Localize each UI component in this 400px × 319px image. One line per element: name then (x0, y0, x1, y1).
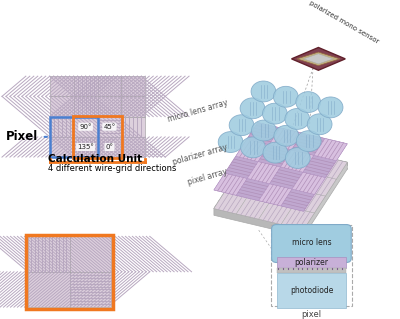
Polygon shape (225, 175, 258, 197)
Ellipse shape (307, 114, 332, 135)
Polygon shape (258, 163, 292, 185)
Polygon shape (214, 192, 247, 214)
Ellipse shape (274, 125, 299, 146)
Ellipse shape (218, 132, 243, 152)
Polygon shape (292, 133, 325, 155)
Bar (70, 272, 112, 307)
Bar (50, 117, 98, 157)
Polygon shape (247, 161, 280, 184)
Ellipse shape (296, 92, 320, 113)
Text: 135°: 135° (77, 144, 94, 150)
Bar (50, 117, 74, 137)
Text: photodiode: photodiode (290, 286, 333, 295)
Polygon shape (280, 168, 314, 191)
Polygon shape (292, 191, 325, 213)
Bar (121, 137, 145, 157)
Polygon shape (269, 146, 302, 168)
Ellipse shape (262, 103, 287, 124)
Polygon shape (247, 180, 280, 202)
Ellipse shape (263, 142, 288, 163)
Bar (121, 76, 145, 96)
Polygon shape (214, 122, 347, 211)
Text: pixel: pixel (301, 310, 322, 319)
Bar (28, 272, 70, 307)
Text: micro lens array: micro lens array (166, 98, 229, 124)
Text: polarizer: polarizer (294, 258, 328, 267)
Polygon shape (304, 54, 333, 64)
Polygon shape (236, 197, 270, 219)
Polygon shape (292, 152, 325, 174)
Polygon shape (247, 122, 280, 145)
Bar (98, 96, 121, 117)
Polygon shape (214, 141, 347, 230)
Text: 4 different wire-grid directions: 4 different wire-grid directions (48, 164, 176, 174)
Text: micro lens: micro lens (292, 238, 331, 247)
Text: pixel array: pixel array (187, 167, 229, 187)
Polygon shape (314, 138, 347, 161)
FancyBboxPatch shape (272, 225, 351, 263)
Ellipse shape (240, 98, 265, 119)
Polygon shape (259, 184, 292, 206)
Ellipse shape (285, 108, 310, 130)
Ellipse shape (252, 120, 276, 141)
Text: Pixel: Pixel (6, 130, 38, 143)
Polygon shape (225, 156, 258, 178)
Polygon shape (236, 178, 270, 201)
Text: Calculation Unit: Calculation Unit (48, 154, 142, 164)
Ellipse shape (241, 137, 265, 158)
Polygon shape (259, 202, 292, 225)
Polygon shape (214, 209, 304, 236)
Bar (98, 117, 121, 137)
Ellipse shape (318, 97, 343, 118)
Bar (70, 236, 112, 272)
Ellipse shape (274, 86, 298, 107)
Polygon shape (214, 173, 247, 195)
Bar (28, 236, 70, 272)
Ellipse shape (296, 131, 321, 152)
Text: 90°: 90° (79, 124, 92, 130)
Ellipse shape (229, 115, 254, 136)
Bar (277, 273, 346, 308)
Bar (26, 235, 114, 309)
Text: 0°: 0° (106, 144, 114, 150)
Polygon shape (270, 167, 303, 189)
Polygon shape (270, 185, 303, 208)
Polygon shape (314, 157, 347, 179)
Polygon shape (281, 189, 314, 211)
Bar (121, 96, 145, 117)
Bar (74, 117, 98, 137)
Bar (50, 76, 74, 96)
Bar (271, 226, 352, 306)
Polygon shape (292, 172, 325, 194)
Text: polarizer array: polarizer array (172, 143, 229, 167)
Polygon shape (280, 150, 314, 172)
Bar (74, 96, 98, 117)
Polygon shape (236, 139, 269, 161)
Bar (50, 96, 74, 117)
Text: 45°: 45° (103, 124, 116, 130)
Polygon shape (269, 128, 302, 150)
Bar (74, 76, 98, 96)
Polygon shape (303, 155, 336, 177)
Ellipse shape (251, 81, 276, 102)
Polygon shape (303, 174, 336, 196)
Bar (50, 137, 74, 157)
Polygon shape (236, 158, 269, 180)
Polygon shape (258, 145, 292, 167)
Polygon shape (304, 162, 347, 236)
Polygon shape (281, 208, 314, 230)
Text: polarized mono sensor: polarized mono sensor (308, 0, 380, 45)
Ellipse shape (285, 148, 310, 168)
Polygon shape (247, 141, 280, 163)
Polygon shape (292, 48, 345, 70)
Bar (74, 137, 98, 157)
Bar (98, 76, 121, 96)
Polygon shape (297, 52, 340, 66)
Bar (98, 137, 121, 157)
Bar (73, 116, 122, 158)
Bar (277, 268, 346, 273)
Bar (277, 257, 346, 268)
Bar (121, 117, 145, 137)
